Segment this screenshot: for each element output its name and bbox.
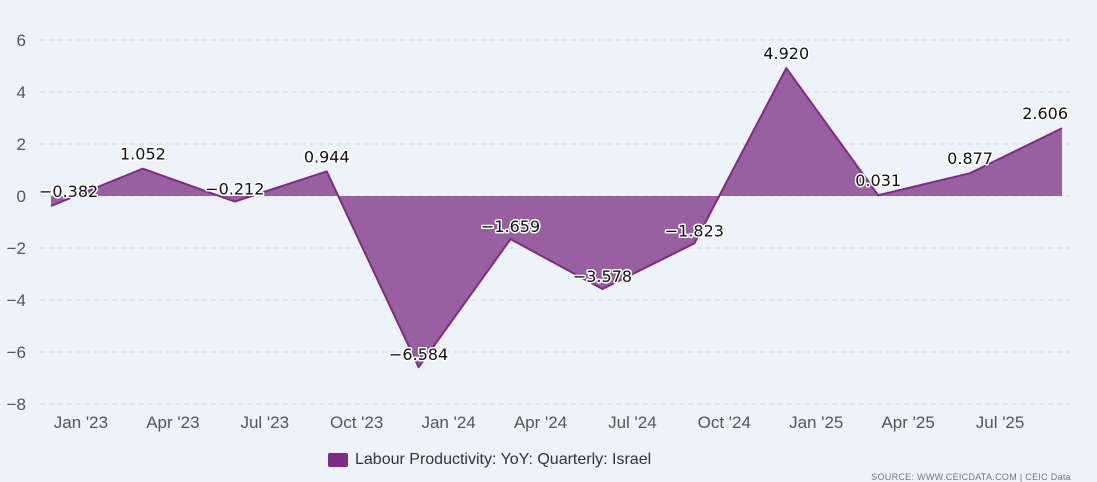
y-tick-label: 0	[17, 187, 26, 206]
data-label: −3.578	[573, 267, 632, 286]
data-point[interactable]	[140, 166, 146, 172]
data-label: 1.052	[120, 145, 166, 164]
data-label: −0.212	[205, 180, 264, 199]
data-point[interactable]	[875, 192, 881, 198]
x-tick-label: Oct '24	[698, 413, 751, 432]
source-credit: SOURCE: WWW.CEICDATA.COM | CEIC Data	[871, 472, 1071, 482]
x-tick-label: Jan '25	[789, 413, 843, 432]
legend-label: Labour Productivity: YoY: Quarterly: Isr…	[355, 451, 652, 468]
data-point[interactable]	[691, 240, 697, 246]
y-tick-label: 6	[17, 31, 26, 50]
x-tick-label: Jul '24	[608, 413, 657, 432]
series-line	[50, 67, 1063, 369]
data-label: 0.877	[947, 149, 993, 168]
data-label: 0.031	[855, 171, 901, 190]
x-tick-label: Apr '24	[514, 413, 567, 432]
y-tick-label: −6	[7, 343, 26, 362]
data-point[interactable]	[599, 286, 605, 292]
y-tick-label: −2	[7, 239, 26, 258]
x-axis: Jan '23 Apr '23 Jul '23 Oct '23 Jan '24 Apr '…	[54, 413, 1025, 432]
y-tick-label: 2	[17, 135, 26, 154]
data-point[interactable]	[324, 168, 330, 174]
x-tick-label: Oct '23	[330, 413, 383, 432]
data-point[interactable]	[1059, 125, 1065, 131]
x-tick-label: Apr '23	[146, 413, 199, 432]
data-label: −1.659	[481, 217, 540, 236]
series-area	[48, 65, 1065, 370]
data-point[interactable]	[416, 364, 422, 370]
data-label: −0.382	[39, 182, 98, 201]
data-label: −1.823	[665, 221, 724, 240]
x-tick-label: Apr '25	[881, 413, 934, 432]
x-tick-label: Jul '25	[976, 413, 1025, 432]
y-tick-label: −8	[7, 395, 26, 414]
y-axis: 6 4 2 0 −2 −4 −6 −8	[7, 31, 26, 414]
data-point[interactable]	[48, 203, 54, 209]
data-point[interactable]	[967, 170, 973, 176]
data-point[interactable]	[232, 199, 238, 205]
x-tick-label: Jan '23	[54, 413, 108, 432]
data-point[interactable]	[508, 236, 514, 242]
legend-swatch	[328, 453, 348, 467]
data-label: 2.606	[1022, 104, 1068, 123]
x-tick-label: Jan '24	[421, 413, 475, 432]
y-tick-label: 4	[17, 83, 26, 102]
data-labels: −0.382 1.052 −0.212 0.944 −6.584 −1.659 −3.578…	[38, 43, 1070, 366]
y-tick-label: −4	[7, 291, 26, 310]
area-fill	[51, 68, 1062, 368]
data-label: 0.944	[304, 147, 350, 166]
data-point[interactable]	[783, 65, 789, 71]
x-tick-label: Jul '23	[240, 413, 289, 432]
data-label: 4.920	[763, 44, 809, 63]
legend[interactable]: Labour Productivity: YoY: Quarterly: Isr…	[328, 451, 651, 469]
data-label: −6.584	[389, 345, 448, 364]
